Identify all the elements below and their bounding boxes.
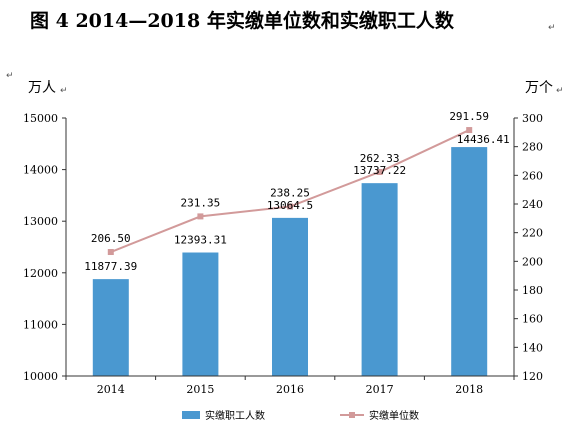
axes: 10000 11000 12000 13000 14000 15000 120 140 160 1… bbox=[23, 112, 543, 396]
right-tick-label: 280 bbox=[522, 141, 543, 154]
chart-title: 图 4 2014—2018 年实缴单位数和实缴职工人数 bbox=[30, 9, 455, 32]
x-tick-label: 2016 bbox=[276, 383, 304, 396]
line-label-2018: 291.59 bbox=[449, 110, 489, 123]
bar-label-2018: 14436.41 bbox=[457, 133, 510, 146]
line-label-2017: 262.33 bbox=[360, 152, 400, 165]
bar-label-2014: 11877.39 bbox=[84, 260, 137, 273]
right-tick-label: 140 bbox=[522, 341, 543, 354]
x-tick-label: 2015 bbox=[186, 383, 214, 396]
right-tick-label: 160 bbox=[522, 313, 543, 326]
right-tick-label: 180 bbox=[522, 284, 543, 297]
line-point-2018 bbox=[466, 127, 473, 134]
line-label-2016: 238.25 bbox=[270, 187, 310, 200]
right-unit-return-mark: ↵ bbox=[556, 86, 564, 96]
bar-2016 bbox=[272, 217, 308, 376]
right-tick-label: 220 bbox=[522, 227, 543, 240]
bar-2018 bbox=[451, 147, 488, 376]
right-tick-label: 120 bbox=[522, 370, 543, 383]
bar-label-2015: 12393.31 bbox=[174, 234, 227, 247]
legend-swatch-point bbox=[349, 412, 355, 418]
left-tick-label: 15000 bbox=[23, 112, 58, 125]
line-series bbox=[107, 127, 473, 256]
right-tick-label: 260 bbox=[522, 169, 543, 182]
left-tick-label: 11000 bbox=[23, 318, 58, 331]
left-tick-label: 13000 bbox=[23, 215, 58, 228]
x-tick-label: 2014 bbox=[97, 383, 125, 396]
line-label-2014: 206.50 bbox=[91, 232, 131, 245]
title-return-mark: ↵ bbox=[548, 23, 556, 33]
bar-2014 bbox=[92, 279, 129, 376]
bar-series bbox=[92, 147, 488, 376]
line-label-2015: 231.35 bbox=[181, 196, 221, 209]
bar-label-2016: 13064.5 bbox=[267, 199, 313, 212]
bar-2015 bbox=[182, 252, 219, 376]
corner-return-mark: ↵ bbox=[6, 71, 14, 81]
bar-2017 bbox=[361, 183, 398, 376]
legend-label-line: 实缴单位数 bbox=[369, 409, 419, 422]
line-point-2014 bbox=[107, 249, 114, 256]
right-tick-label: 300 bbox=[522, 112, 543, 125]
left-unit-return-mark: ↵ bbox=[60, 86, 68, 96]
right-tick-label: 240 bbox=[522, 198, 543, 211]
left-tick-label: 10000 bbox=[23, 370, 58, 383]
right-axis-unit: 万个 bbox=[525, 80, 553, 96]
line-point-2017 bbox=[376, 168, 383, 175]
x-tick-label: 2018 bbox=[455, 383, 483, 396]
line-point-2016 bbox=[287, 203, 293, 210]
x-tick-label: 2017 bbox=[366, 383, 394, 396]
left-axis-unit: 万人 bbox=[28, 80, 56, 96]
legend-swatch-bar bbox=[182, 411, 200, 419]
bar-label-2017: 13737.22 bbox=[353, 164, 406, 177]
right-tick-label: 200 bbox=[522, 255, 543, 268]
left-tick-label: 14000 bbox=[23, 164, 58, 177]
left-tick-label: 12000 bbox=[23, 267, 58, 280]
legend: 实缴职工人数 实缴单位数 bbox=[182, 409, 419, 422]
data-labels: 11877.39 12393.31 13064.5 13737.22 14436.41 2… bbox=[84, 110, 509, 273]
line-point-2015 bbox=[197, 213, 204, 220]
legend-label-bar: 实缴职工人数 bbox=[205, 409, 265, 422]
